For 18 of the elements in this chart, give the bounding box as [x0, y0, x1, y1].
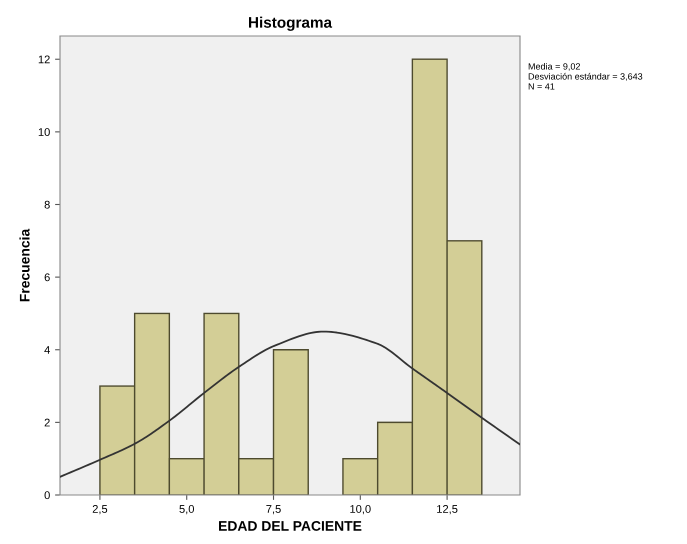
x-tick-label: 12,5 — [437, 505, 458, 514]
text: Desviación estándar = 3,643 — [528, 72, 642, 81]
x-tick-label: 5,0 — [179, 505, 194, 514]
y-tick-label: 10 — [38, 128, 50, 136]
y-tick-label: 6 — [44, 273, 50, 282]
text: Media = 9,02 — [528, 63, 580, 71]
text: N = 41 — [528, 83, 554, 90]
y-tick-label: 12 — [38, 56, 50, 64]
y-tick-label: 0 — [44, 491, 50, 500]
x-axis-title: EDAD DEL PACIENTE — [219, 521, 362, 531]
chart-title: Histograma — [249, 16, 332, 31]
x-tick-label: 10,0 — [350, 505, 371, 514]
x-tick-label: 2,5 — [92, 505, 108, 514]
y-tick-label: 4 — [44, 346, 50, 354]
y-tick-label: 2 — [44, 418, 50, 426]
y-axis-title: Frecuencia — [19, 228, 30, 302]
y-tick-label: 8 — [44, 200, 50, 209]
x-tick-label: 7,5 — [266, 505, 281, 514]
